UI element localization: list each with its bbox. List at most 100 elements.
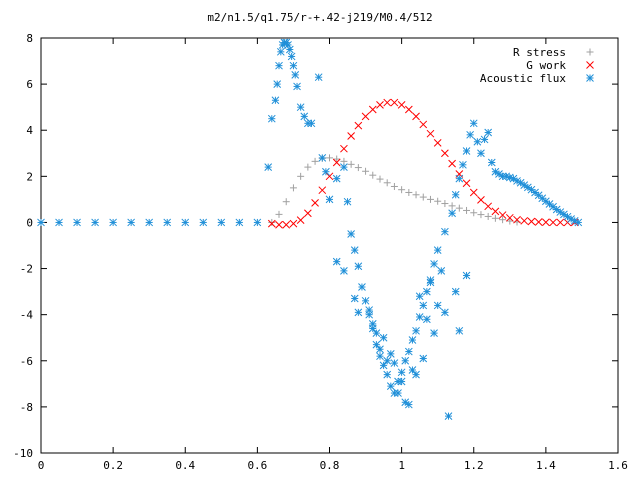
data-point — [394, 389, 402, 397]
series-g-work — [267, 98, 579, 229]
data-point — [455, 174, 464, 183]
y-tick-label: 2 — [26, 170, 33, 183]
data-point — [390, 182, 398, 190]
data-point — [455, 204, 463, 212]
data-point — [304, 163, 312, 171]
data-point — [365, 306, 374, 314]
data-point — [448, 202, 456, 210]
data-point — [289, 219, 298, 228]
data-point — [293, 82, 301, 91]
data-point — [513, 215, 521, 224]
data-point — [273, 80, 282, 88]
data-point — [325, 195, 334, 204]
data-point — [415, 313, 424, 321]
data-point — [401, 356, 410, 365]
data-point — [73, 218, 81, 227]
data-point — [37, 218, 45, 227]
data-point — [433, 246, 442, 254]
data-point — [376, 345, 384, 354]
data-point — [448, 159, 456, 168]
legend-label: R stress — [513, 46, 566, 59]
data-point — [297, 172, 305, 180]
data-point — [332, 158, 341, 167]
series-r-stress — [268, 154, 521, 226]
data-point — [455, 326, 464, 335]
x-tick-label: 0.4 — [175, 459, 195, 472]
data-point — [383, 356, 392, 365]
data-point — [253, 218, 262, 227]
y-tick-label: -8 — [20, 401, 33, 414]
data-point — [340, 267, 348, 275]
data-point — [275, 210, 283, 218]
data-point — [362, 167, 370, 175]
data-point — [127, 218, 136, 227]
data-point — [340, 144, 348, 153]
data-point — [470, 209, 478, 217]
data-point — [426, 195, 434, 203]
data-point — [358, 283, 366, 291]
data-point — [390, 359, 399, 367]
data-point — [376, 352, 384, 361]
data-point — [441, 227, 449, 236]
data-point — [386, 382, 395, 390]
data-point — [405, 188, 413, 196]
data-point — [314, 73, 323, 82]
data-point — [444, 412, 453, 420]
x-tick-label: 1 — [398, 459, 405, 472]
ticks: 0 0.2 0.4 0.6 0.8 1 1.2 1.4 1.6 8 6 4 2 0 -2 -4 -6 -8 -10 — [13, 32, 628, 472]
data-point — [181, 218, 190, 227]
data-point — [426, 278, 435, 287]
chart-title: m2/n1.5/q1.75/r-+.42-j219/M0.4/512 — [207, 11, 432, 24]
data-point — [289, 61, 298, 70]
data-point — [491, 214, 499, 222]
data-point — [462, 179, 471, 188]
legend-marker — [586, 61, 594, 69]
data-point — [520, 216, 529, 225]
data-point — [145, 218, 154, 227]
legend-marker — [586, 74, 594, 82]
y-tick-label: -4 — [20, 309, 34, 322]
data-point — [419, 193, 427, 201]
data-point — [376, 175, 384, 183]
data-point — [325, 172, 334, 181]
data-point — [291, 71, 300, 79]
data-point — [369, 171, 377, 179]
data-point — [285, 45, 294, 54]
data-point — [459, 160, 467, 169]
data-point — [397, 368, 406, 377]
y-tick-label: -6 — [20, 355, 33, 368]
data-point — [412, 370, 420, 379]
data-point — [462, 147, 471, 155]
data-point — [448, 209, 456, 218]
series-acoustic-flux — [37, 38, 583, 420]
data-point — [264, 163, 273, 171]
data-point — [415, 292, 424, 301]
data-point — [466, 130, 474, 139]
data-point — [276, 47, 285, 56]
y-tick-label: 6 — [26, 78, 33, 91]
data-point — [217, 218, 226, 227]
data-point — [282, 198, 290, 206]
x-tick-label: 0.2 — [103, 459, 123, 472]
data-point — [275, 61, 283, 70]
data-point — [347, 160, 355, 168]
data-point — [480, 135, 489, 144]
data-point — [430, 260, 438, 268]
data-point — [379, 361, 388, 370]
data-point — [477, 149, 485, 158]
data-point — [506, 217, 514, 225]
data-point — [499, 216, 507, 224]
y-tick-label: 8 — [26, 32, 33, 45]
data-point — [426, 129, 435, 138]
data-point — [354, 308, 363, 317]
data-point — [343, 197, 352, 206]
data-point — [412, 191, 420, 199]
data-point — [332, 174, 341, 183]
data-point — [109, 218, 117, 227]
data-point — [379, 333, 388, 342]
data-point — [549, 218, 557, 227]
data-point — [368, 105, 377, 114]
data-point — [199, 218, 208, 227]
